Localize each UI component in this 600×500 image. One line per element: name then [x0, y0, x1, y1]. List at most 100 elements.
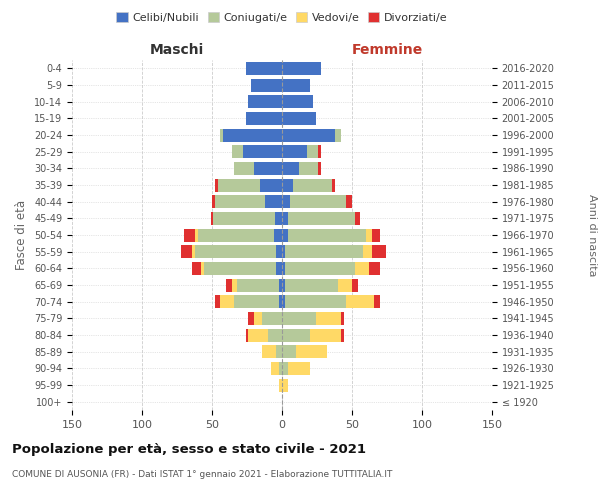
Bar: [279, 278, 282, 291]
Bar: [341, 312, 344, 325]
Bar: [285, 295, 346, 308]
Bar: [271, 362, 279, 375]
Legend: Celibi/Nubili, Coniugati/e, Vedovi/e, Divorziati/e: Celibi/Nubili, Coniugati/e, Vedovi/e, Di…: [112, 8, 452, 28]
Bar: [296, 345, 327, 358]
Bar: [338, 278, 352, 291]
Bar: [319, 162, 321, 175]
Text: Popolazione per età, sesso e stato civile - 2021: Popolazione per età, sesso e stato civil…: [12, 442, 366, 456]
Bar: [282, 62, 321, 75]
Bar: [282, 178, 293, 192]
Bar: [366, 228, 371, 241]
Bar: [248, 95, 282, 108]
Bar: [275, 212, 282, 225]
Bar: [220, 295, 235, 308]
Bar: [262, 345, 277, 358]
Bar: [195, 245, 277, 258]
Bar: [282, 278, 285, 291]
Bar: [282, 112, 316, 125]
Bar: [260, 178, 282, 192]
Bar: [248, 328, 268, 342]
Bar: [184, 228, 195, 241]
Bar: [369, 262, 380, 275]
Bar: [282, 362, 287, 375]
Bar: [282, 78, 310, 92]
Bar: [212, 195, 215, 208]
Bar: [226, 278, 232, 291]
Bar: [215, 295, 220, 308]
Bar: [282, 245, 285, 258]
Bar: [282, 95, 313, 108]
Bar: [285, 278, 338, 291]
Bar: [235, 295, 279, 308]
Bar: [282, 328, 310, 342]
Bar: [277, 345, 282, 358]
Bar: [282, 128, 335, 141]
Bar: [287, 212, 355, 225]
Bar: [341, 328, 344, 342]
Bar: [254, 312, 262, 325]
Bar: [363, 245, 371, 258]
Bar: [277, 245, 282, 258]
Bar: [201, 262, 203, 275]
Bar: [371, 245, 386, 258]
Bar: [282, 262, 285, 275]
Bar: [293, 178, 332, 192]
Bar: [282, 195, 290, 208]
Bar: [279, 295, 282, 308]
Bar: [277, 262, 282, 275]
Bar: [223, 128, 282, 141]
Bar: [181, 245, 193, 258]
Bar: [265, 195, 282, 208]
Bar: [285, 262, 355, 275]
Bar: [198, 228, 274, 241]
Bar: [282, 228, 287, 241]
Bar: [282, 162, 299, 175]
Bar: [235, 162, 254, 175]
Bar: [282, 378, 287, 392]
Bar: [319, 145, 321, 158]
Bar: [251, 78, 282, 92]
Bar: [262, 312, 282, 325]
Bar: [220, 128, 223, 141]
Bar: [316, 312, 341, 325]
Bar: [245, 328, 248, 342]
Bar: [352, 278, 358, 291]
Bar: [282, 312, 316, 325]
Bar: [282, 212, 287, 225]
Bar: [374, 295, 380, 308]
Bar: [335, 128, 341, 141]
Bar: [232, 145, 243, 158]
Bar: [290, 195, 346, 208]
Bar: [237, 278, 279, 291]
Bar: [245, 112, 282, 125]
Bar: [243, 145, 282, 158]
Bar: [268, 328, 282, 342]
Text: Maschi: Maschi: [150, 42, 204, 56]
Bar: [248, 312, 254, 325]
Bar: [346, 195, 352, 208]
Bar: [193, 262, 201, 275]
Bar: [346, 295, 374, 308]
Bar: [285, 245, 363, 258]
Bar: [195, 228, 198, 241]
Text: Anni di nascita: Anni di nascita: [587, 194, 597, 276]
Bar: [355, 262, 369, 275]
Bar: [279, 362, 282, 375]
Bar: [299, 162, 319, 175]
Bar: [282, 295, 285, 308]
Bar: [282, 345, 296, 358]
Bar: [211, 212, 214, 225]
Bar: [371, 228, 380, 241]
Bar: [282, 145, 307, 158]
Bar: [232, 278, 237, 291]
Text: COMUNE DI AUSONIA (FR) - Dati ISTAT 1° gennaio 2021 - Elaborazione TUTTITALIA.IT: COMUNE DI AUSONIA (FR) - Dati ISTAT 1° g…: [12, 470, 392, 479]
Bar: [287, 228, 366, 241]
Bar: [254, 162, 282, 175]
Bar: [310, 328, 341, 342]
Y-axis label: Fasce di età: Fasce di età: [16, 200, 28, 270]
Bar: [279, 378, 282, 392]
Bar: [218, 178, 260, 192]
Bar: [193, 245, 195, 258]
Bar: [245, 62, 282, 75]
Bar: [355, 212, 361, 225]
